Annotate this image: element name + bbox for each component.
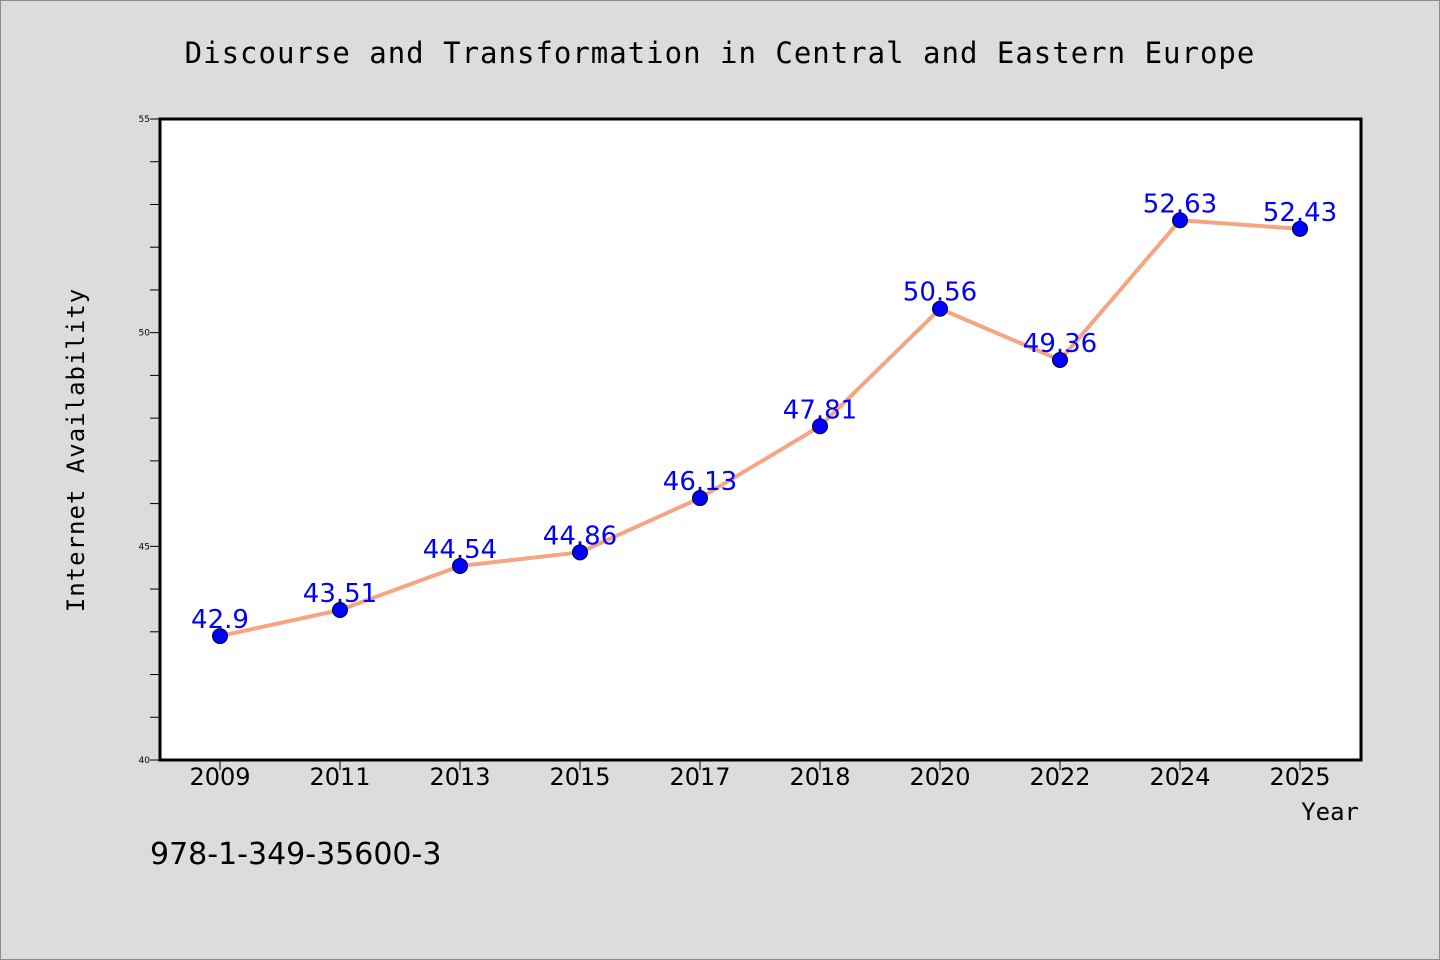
data-point-marker xyxy=(572,544,588,561)
x-axis-label: Year xyxy=(1301,798,1359,826)
x-tick-label: 2024 xyxy=(1149,763,1210,791)
data-point-marker xyxy=(692,490,708,507)
x-tick-label: 2018 xyxy=(789,763,850,791)
x-tick-label: 2025 xyxy=(1269,763,1330,791)
data-label: 44.54 xyxy=(423,535,497,565)
x-axis: 2009 2011 2013 2015 2017 2018 2020 2022 2024 2025 xyxy=(189,760,1331,791)
data-label: 44.86 xyxy=(543,521,617,551)
y-axis: 40 45 50 55 xyxy=(139,115,160,766)
data-label: 52.63 xyxy=(1143,189,1217,219)
series-line-group: 42.9 43.51 44.54 44.86 46.13 47.81 50.56 49.36 5… xyxy=(191,189,1337,645)
data-label: 43.51 xyxy=(303,579,377,609)
data-point-marker xyxy=(1052,352,1068,369)
data-point-marker xyxy=(812,418,828,435)
y-tick-label: 45 xyxy=(139,542,150,552)
data-label: 52.43 xyxy=(1263,198,1337,228)
y-tick-label: 55 xyxy=(139,115,150,125)
y-tick-label: 40 xyxy=(139,756,151,766)
data-label: 46.13 xyxy=(663,467,737,497)
x-tick-label: 2015 xyxy=(549,763,610,791)
data-label: 50.56 xyxy=(903,278,977,308)
data-point-marker xyxy=(212,628,228,645)
plot-area xyxy=(158,117,1363,762)
x-tick-label: 2013 xyxy=(429,763,490,791)
chart-title: Discourse and Transformation in Central … xyxy=(185,36,1256,70)
y-axis-label: Internet Availability xyxy=(62,288,90,612)
data-label: 49.36 xyxy=(1023,329,1097,359)
data-point-marker xyxy=(452,557,468,574)
series-line xyxy=(218,218,1302,639)
x-tick-label: 2017 xyxy=(669,763,730,791)
data-point-marker xyxy=(932,300,948,317)
data-point-marker xyxy=(332,602,348,619)
data-point-marker xyxy=(1172,212,1188,229)
data-point-marker xyxy=(1292,220,1308,237)
x-tick-label: 2009 xyxy=(189,763,250,791)
x-tick-label: 2011 xyxy=(309,763,370,791)
data-label: 42.9 xyxy=(191,605,249,635)
data-label: 47.81 xyxy=(783,395,857,425)
x-tick-label: 2022 xyxy=(1029,763,1090,791)
y-tick-label: 50 xyxy=(139,329,151,339)
isbn-text: 978-1-349-35600-3 xyxy=(150,837,441,872)
x-tick-label: 2020 xyxy=(909,763,970,791)
